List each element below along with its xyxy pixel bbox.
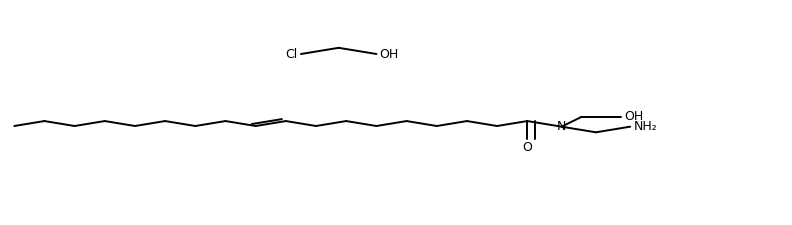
Text: Cl: Cl [286, 47, 298, 61]
Text: O: O [523, 141, 532, 154]
Text: OH: OH [379, 47, 399, 61]
Text: OH: OH [624, 110, 643, 124]
Text: NH₂: NH₂ [634, 120, 657, 133]
Text: N: N [557, 120, 566, 133]
